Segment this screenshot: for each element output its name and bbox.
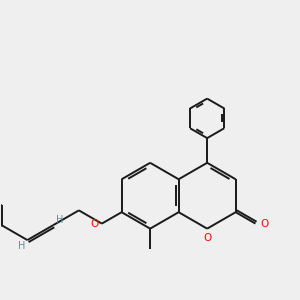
- Text: O: O: [90, 219, 99, 229]
- Text: H: H: [56, 215, 63, 225]
- Text: H: H: [18, 242, 25, 251]
- Text: O: O: [260, 219, 268, 229]
- Text: O: O: [203, 233, 211, 243]
